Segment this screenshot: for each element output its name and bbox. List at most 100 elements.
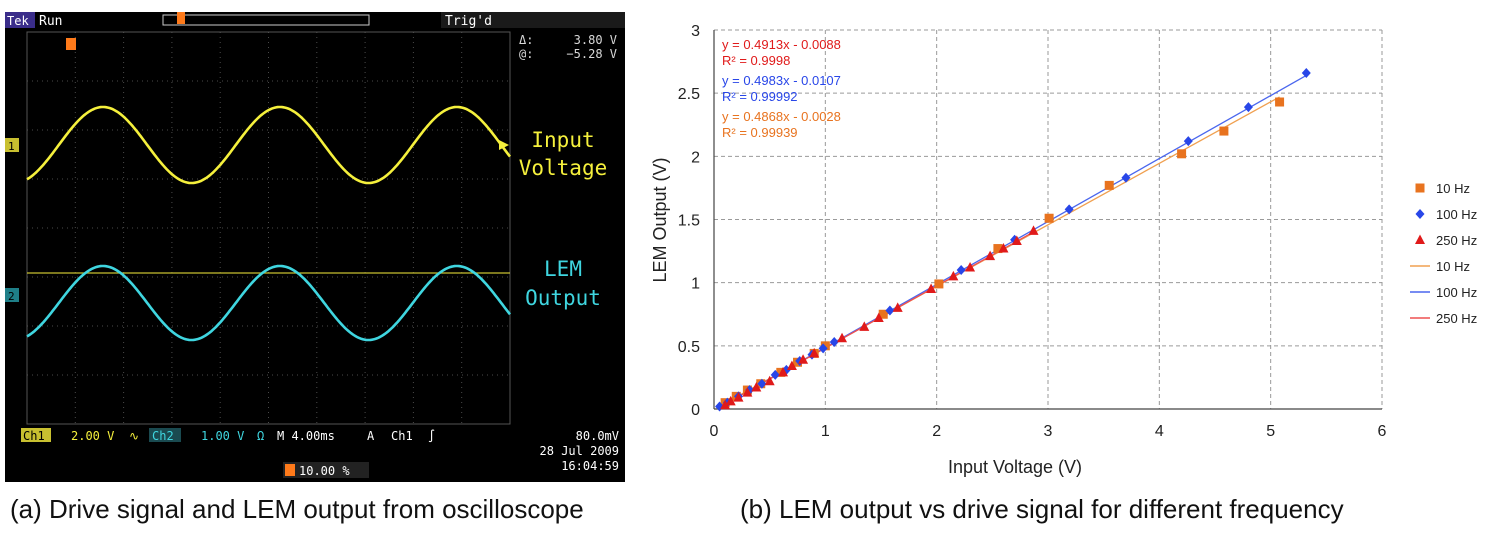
ch1-marker <box>5 138 19 152</box>
point-250-hz <box>809 347 820 358</box>
point-250-hz <box>798 354 809 364</box>
chart-legend: 10 Hz 100 Hz 250 Hz 10 Hz 100 Hz 250 Hz <box>1410 181 1477 326</box>
input-voltage-label-line1: Input <box>531 128 594 152</box>
point-10-hz <box>934 279 944 289</box>
point-10-hz <box>1044 213 1054 223</box>
record-view-bar <box>162 14 370 26</box>
y-tick-label: 1 <box>691 276 700 293</box>
point-250-hz <box>733 392 744 402</box>
legend-label: 10 Hz <box>1436 259 1470 274</box>
point-250-hz <box>998 243 1009 253</box>
point-250-hz <box>778 366 789 377</box>
tick-labels: 0 1 2 3 4 5 6 0 0.5 1 1.5 2 2.5 3 <box>678 23 1387 440</box>
point-250-hz <box>742 387 753 397</box>
cursor-at-label: @: <box>519 47 533 61</box>
point-250-hz <box>1028 225 1039 235</box>
point-250-hz <box>892 302 903 312</box>
point-100-hz <box>745 385 755 396</box>
point-100-hz <box>757 378 767 389</box>
point-100-hz <box>1183 136 1193 147</box>
trendline-equation: y = 0.4913x - 0.0088 <box>722 37 841 52</box>
point-250-hz <box>985 250 996 261</box>
legend-label: 250 Hz <box>1436 311 1477 326</box>
point-100-hz <box>1121 172 1131 183</box>
data-points <box>715 67 1311 412</box>
run-status: Run <box>39 14 62 29</box>
caption-b: (b) LEM output vs drive signal for diffe… <box>740 494 1344 524</box>
lem-output-label-line2: Output <box>525 286 601 310</box>
trigger-status-box <box>441 12 625 28</box>
point-250-hz <box>1011 235 1022 245</box>
y-tick-label: 3 <box>691 23 700 40</box>
point-10-hz <box>1219 126 1229 136</box>
ch1-scale: 2.00 V <box>71 429 114 443</box>
trigger-icon <box>285 464 295 476</box>
legend-label: 10 Hz <box>1436 181 1470 196</box>
point-250-hz <box>786 360 797 371</box>
y-tick-label: 2.5 <box>678 86 700 103</box>
point-10-hz <box>1177 149 1187 159</box>
y-tick-label: 2 <box>691 149 700 166</box>
point-250-hz <box>720 399 731 410</box>
ch2-impedance-icon: Ω <box>257 429 264 443</box>
point-100-hz <box>829 337 839 348</box>
caption-a: (a) Drive signal and LEM output from osc… <box>10 494 584 524</box>
point-250-hz <box>926 283 937 293</box>
trigger-marker-icon <box>66 38 76 50</box>
point-10-hz <box>1104 180 1114 190</box>
y-tick-label: 0.5 <box>678 339 700 356</box>
legend-marker-250-hz <box>1415 234 1425 244</box>
rising-edge-icon: ∫ <box>428 429 435 443</box>
legend-label: 100 Hz <box>1436 207 1477 222</box>
graticule <box>26 31 511 425</box>
x-tick-label: 6 <box>1378 423 1387 440</box>
point-250-hz <box>751 382 762 392</box>
point-250-hz <box>948 270 959 281</box>
point-250-hz <box>837 332 848 343</box>
lem-output-label-line1: LEM <box>544 257 582 281</box>
ch2-scale: 1.00 V <box>201 429 244 443</box>
legend-label: 250 Hz <box>1436 233 1477 248</box>
y-tick-label: 1.5 <box>678 213 700 230</box>
x-axis-label: Input Voltage (V) <box>948 457 1082 477</box>
y-axis-label: LEM Output (V) <box>650 157 670 282</box>
ch2-marker <box>5 288 19 302</box>
ch2-tag: Ch2 <box>152 429 174 443</box>
point-100-hz <box>956 265 966 276</box>
trendline-r2: R² = 0.9998 <box>722 53 790 68</box>
point-10-hz <box>1275 97 1285 107</box>
trigger-mode: A <box>367 429 375 443</box>
x-tick-label: 4 <box>1155 423 1164 440</box>
point-100-hz <box>818 343 828 354</box>
trendline-equation: y = 0.4868x - 0.0028 <box>722 109 841 124</box>
x-tick-label: 5 <box>1266 423 1275 440</box>
trigger-position-icon <box>177 12 185 24</box>
point-250-hz <box>859 321 870 331</box>
chart-axes <box>713 30 1382 410</box>
trigger-channel: Ch1 <box>391 429 413 443</box>
point-250-hz <box>725 395 736 406</box>
input-voltage-label-line2: Voltage <box>519 156 608 180</box>
trigger-position-box <box>283 462 369 478</box>
lem-output-chart: 0 1 2 3 4 5 6 0 0.5 1 1.5 2 2.5 3 y = 0.4913x - 0.008… <box>650 23 1477 477</box>
trigger-level: 80.0mV <box>576 429 619 443</box>
ch1-tag-box <box>21 428 51 442</box>
point-100-hz <box>1243 102 1253 113</box>
ch2-marker-label: 2 <box>8 290 15 303</box>
ch1-marker-label: 1 <box>8 140 15 153</box>
x-tick-label: 1 <box>821 423 830 440</box>
point-10-hz <box>878 309 888 319</box>
tek-label: Tek <box>7 14 29 28</box>
legend-marker-100-hz <box>1415 209 1425 219</box>
time: 16:04:59 <box>561 459 619 473</box>
oscilloscope-screen: Tek Run Trig'd Δ: 3.80 V @: −5.28 V 1 2 … <box>5 12 625 482</box>
graticule-border <box>26 31 511 425</box>
cursor-at-value: −5.28 V <box>566 47 617 61</box>
cursor-delta-label: Δ: <box>519 33 533 47</box>
trendline-r2: R² = 0.99939 <box>722 125 798 140</box>
point-100-hz <box>770 369 780 380</box>
tek-logo <box>5 12 35 28</box>
x-tick-label: 0 <box>710 423 719 440</box>
ch1-tag: Ch1 <box>23 429 45 443</box>
